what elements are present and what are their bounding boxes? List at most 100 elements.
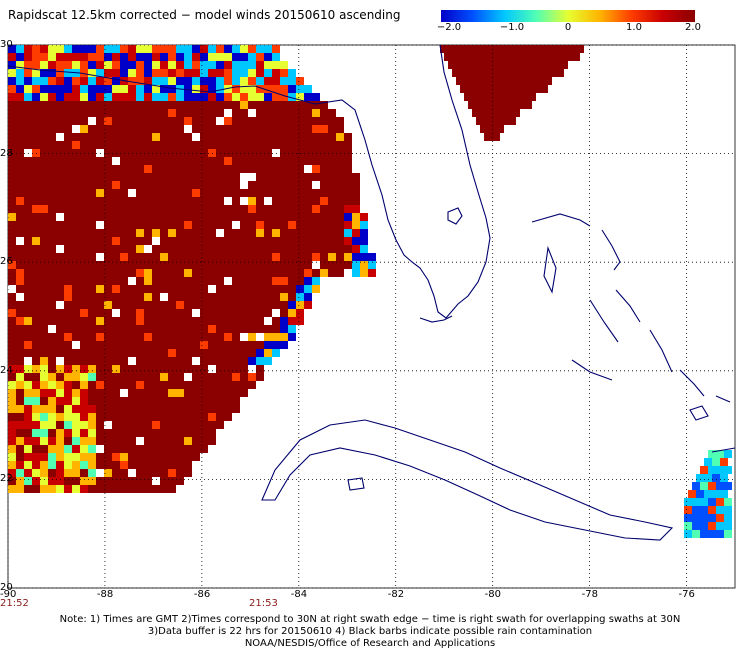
swath-cell	[296, 125, 304, 133]
swath-cell	[56, 133, 64, 141]
swath-cell	[304, 165, 312, 173]
swath-cell	[296, 309, 304, 317]
swath-cell	[152, 125, 160, 133]
swath-cell	[72, 261, 80, 269]
swath-cell	[128, 413, 136, 421]
swath-cell	[160, 301, 168, 309]
swath-cell	[64, 109, 72, 117]
swath-cell	[32, 101, 40, 109]
swath-cell	[8, 125, 16, 133]
swath-cell	[304, 93, 312, 101]
swath-cell	[160, 77, 168, 85]
swath-cell	[304, 157, 312, 165]
swath-cell	[264, 317, 272, 325]
swath-cell	[192, 437, 200, 445]
swath-cell	[56, 293, 64, 301]
swath-cell	[72, 277, 80, 285]
swath-cell	[136, 469, 144, 477]
swath-cell	[192, 453, 200, 461]
swath-cell	[32, 181, 40, 189]
swath-cell	[24, 45, 32, 53]
swath-cell	[104, 101, 112, 109]
swath-cell	[488, 45, 496, 53]
swath-cell	[224, 389, 232, 397]
swath-cell	[304, 125, 312, 133]
swath-cell	[488, 109, 496, 117]
swath-cell	[104, 125, 112, 133]
swath-cell	[192, 197, 200, 205]
swath-cell	[184, 245, 192, 253]
swath-cell	[700, 530, 708, 538]
swath-cell	[224, 53, 232, 61]
swath-cell	[516, 53, 524, 61]
swath-cell	[336, 221, 344, 229]
swath-cell	[264, 261, 272, 269]
swath-cell	[104, 117, 112, 125]
swath-cell	[184, 389, 192, 397]
swath-cell	[144, 85, 152, 93]
swath-cell	[272, 117, 280, 125]
swath-cell	[64, 341, 72, 349]
swath-cell	[40, 77, 48, 85]
swath-cell	[56, 429, 64, 437]
swath-cell	[72, 237, 80, 245]
swath-cell	[96, 221, 104, 229]
swath-cell	[708, 522, 716, 530]
swath-cell	[176, 373, 184, 381]
swath-cell	[56, 445, 64, 453]
swath-cell	[304, 269, 312, 277]
swath-cell	[184, 205, 192, 213]
swath-cell	[120, 397, 128, 405]
swath-cell	[200, 285, 208, 293]
swath-cell	[264, 85, 272, 93]
swath-cell	[40, 125, 48, 133]
turks-caicos	[715, 395, 731, 403]
swath-cell	[536, 77, 544, 85]
swath-cell	[88, 413, 96, 421]
swath-cell	[96, 93, 104, 101]
swath-cell	[344, 221, 352, 229]
swath-cell	[352, 245, 360, 253]
swath-cell	[80, 445, 88, 453]
swath-cell	[352, 213, 360, 221]
swath-cell	[256, 197, 264, 205]
swath-cell	[720, 458, 728, 466]
swath-cell	[56, 469, 64, 477]
swath-cell	[296, 245, 304, 253]
swath-cell	[152, 293, 160, 301]
swath-cell	[256, 77, 264, 85]
swath-cell	[724, 514, 732, 522]
swath-cell	[80, 309, 88, 317]
swath-cell	[272, 333, 280, 341]
swath-cell	[24, 117, 32, 125]
swath-cell	[152, 261, 160, 269]
swath-cell	[548, 69, 556, 77]
swath-cell	[152, 357, 160, 365]
swath-cell	[256, 181, 264, 189]
swath-cell	[280, 141, 288, 149]
swath-cell	[184, 125, 192, 133]
swath-cell	[272, 325, 280, 333]
swath-cell	[128, 237, 136, 245]
swath-cell	[200, 437, 208, 445]
swath-cell	[8, 149, 16, 157]
swath-cell	[144, 485, 152, 493]
swath-cell	[224, 229, 232, 237]
swath-cell	[232, 221, 240, 229]
swath-cell	[56, 485, 64, 493]
swath-cell	[256, 109, 264, 117]
bahamas-inagua	[689, 405, 709, 421]
swath-cell	[64, 189, 72, 197]
swath-cell	[200, 221, 208, 229]
swath-cell	[80, 93, 88, 101]
swath-cell	[288, 261, 296, 269]
swath-cell	[112, 373, 120, 381]
swath-cell	[240, 69, 248, 77]
swath-cell	[8, 421, 16, 429]
swath-cell	[112, 437, 120, 445]
swath-cell	[264, 269, 272, 277]
swath-cell	[208, 69, 216, 77]
swath-cell	[240, 317, 248, 325]
swath-cell	[160, 213, 168, 221]
swath-cell	[160, 205, 168, 213]
